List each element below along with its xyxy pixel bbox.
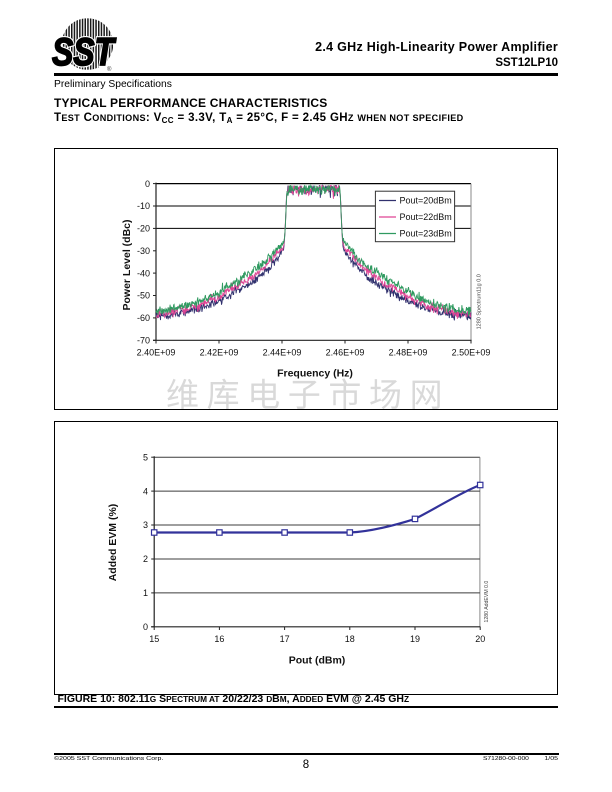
svg-text:2.48E+09: 2.48E+09 bbox=[389, 347, 428, 357]
svg-text:Frequency (Hz): Frequency (Hz) bbox=[277, 368, 353, 380]
svg-text:1: 1 bbox=[143, 588, 148, 598]
svg-text:2.46E+09: 2.46E+09 bbox=[326, 347, 365, 357]
svg-text:16: 16 bbox=[214, 634, 224, 644]
svg-text:SST: SST bbox=[52, 31, 117, 74]
svg-text:Pout=23dBm: Pout=23dBm bbox=[400, 229, 452, 239]
svg-text:Power Level (dBc): Power Level (dBc) bbox=[121, 219, 133, 310]
svg-text:2.42E+09: 2.42E+09 bbox=[200, 347, 239, 357]
svg-text:19: 19 bbox=[410, 634, 420, 644]
svg-text:2.44E+09: 2.44E+09 bbox=[263, 347, 302, 357]
svg-text:SST: SST bbox=[52, 31, 117, 74]
svg-text:-10: -10 bbox=[137, 201, 150, 211]
svg-text:20: 20 bbox=[475, 634, 485, 644]
svg-text:®: ® bbox=[107, 66, 112, 73]
svg-text:3: 3 bbox=[143, 520, 148, 530]
svg-text:-30: -30 bbox=[137, 246, 150, 256]
svg-text:1280 Spectrum11g 0.0: 1280 Spectrum11g 0.0 bbox=[476, 274, 482, 329]
svg-text:-60: -60 bbox=[137, 313, 150, 323]
svg-text:2.40E+09: 2.40E+09 bbox=[137, 347, 176, 357]
svg-text:1280 AddEVM 0.0: 1280 AddEVM 0.0 bbox=[484, 581, 490, 623]
svg-text:-50: -50 bbox=[137, 291, 150, 301]
svg-text:-70: -70 bbox=[137, 336, 150, 346]
svg-text:Pout=20dBm: Pout=20dBm bbox=[400, 196, 452, 206]
svg-text:2: 2 bbox=[143, 554, 148, 564]
svg-text:Added EVM (%): Added EVM (%) bbox=[107, 504, 119, 582]
svg-text:5: 5 bbox=[143, 452, 148, 462]
svg-text:4: 4 bbox=[143, 486, 148, 496]
svg-text:-40: -40 bbox=[137, 268, 150, 278]
svg-text:17: 17 bbox=[280, 634, 290, 644]
svg-text:15: 15 bbox=[149, 634, 159, 644]
svg-text:Pout (dBm): Pout (dBm) bbox=[289, 655, 346, 667]
svg-text:0: 0 bbox=[143, 622, 148, 632]
svg-text:-20: -20 bbox=[137, 224, 150, 234]
svg-text:18: 18 bbox=[345, 634, 355, 644]
svg-text:Pout=22dBm: Pout=22dBm bbox=[400, 212, 452, 222]
svg-text:0: 0 bbox=[145, 179, 150, 189]
svg-text:2.50E+09: 2.50E+09 bbox=[452, 347, 491, 357]
